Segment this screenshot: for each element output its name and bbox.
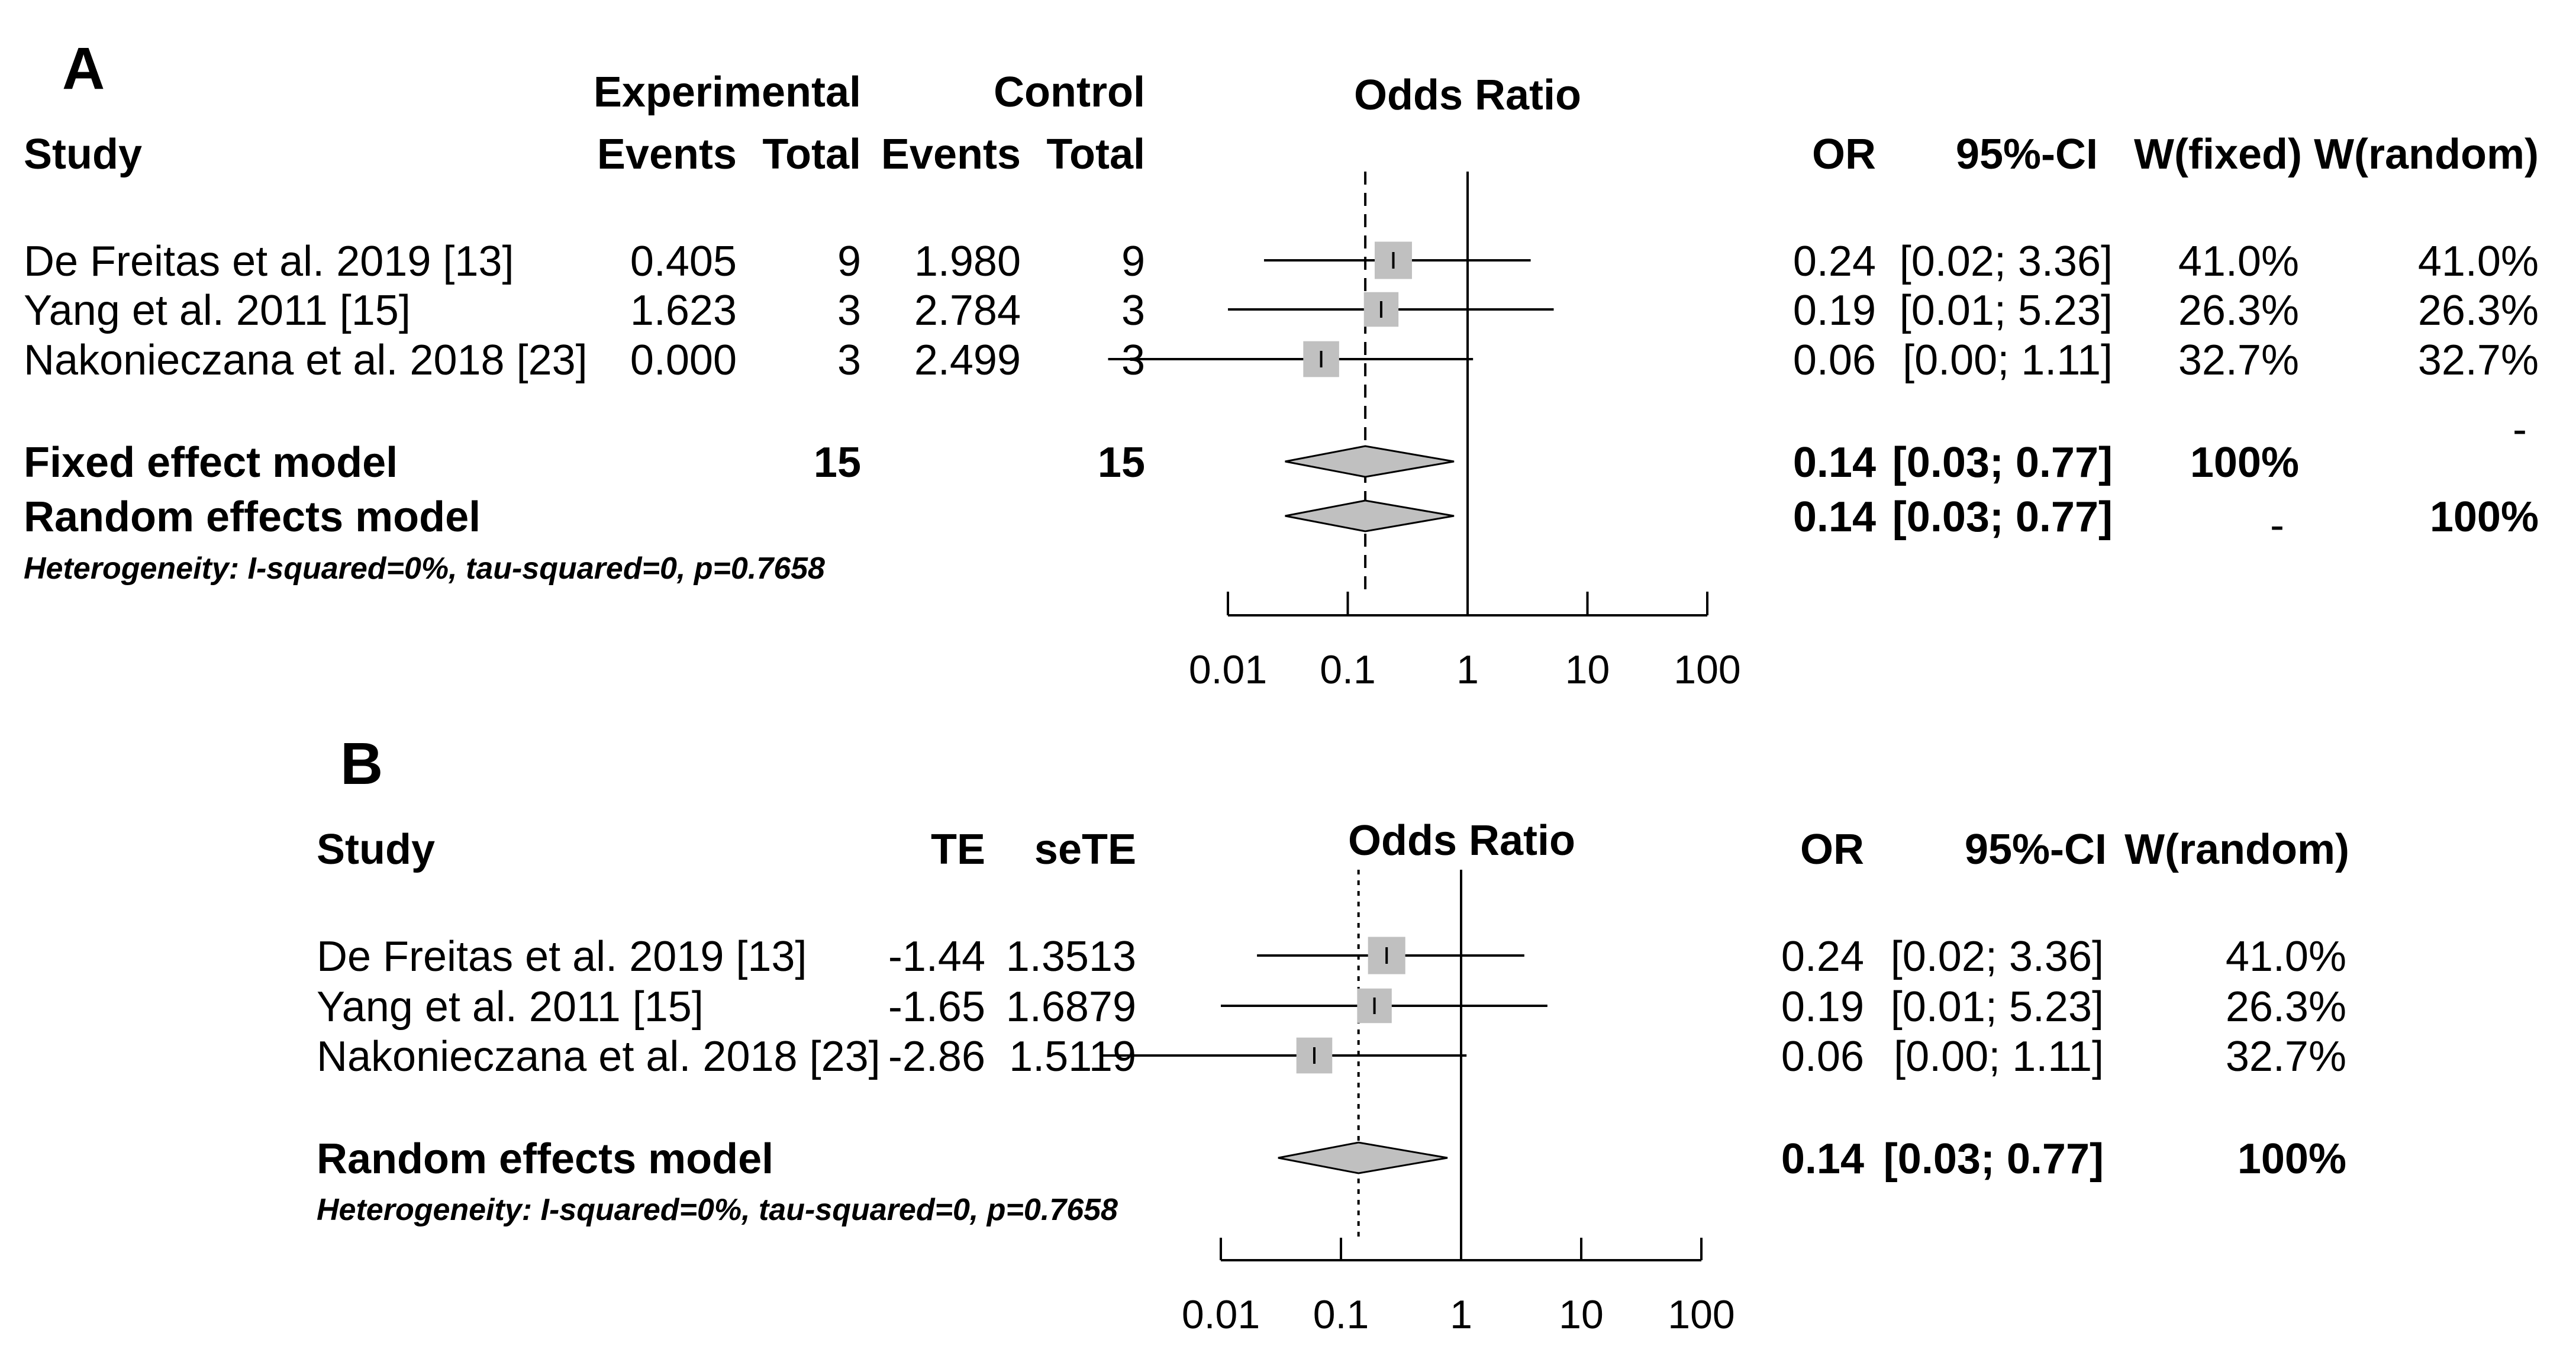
header-ci: 95%-CI [1956, 131, 2098, 178]
header-ctrl-events: Events [881, 131, 1021, 178]
ci-value: [0.01; 5.23] [1891, 983, 2104, 1031]
w-random-value: 32.7% [2418, 337, 2539, 384]
x-tick-label: 1 [1450, 1292, 1472, 1337]
heterogeneity-text: Heterogeneity: I-squared=0%, tau-squared… [317, 1193, 1118, 1227]
model-w-fixed-value: 100% [2190, 439, 2299, 486]
header-ctrl-total: Total [1046, 131, 1145, 178]
x-tick-label: 0.1 [1320, 647, 1376, 692]
ci-value: [0.01; 5.23] [1900, 287, 2113, 334]
x-tick-label: 10 [1559, 1292, 1604, 1337]
header-experimental: Experimental [594, 69, 861, 116]
w-random-value: 32.7% [2226, 1033, 2346, 1080]
x-tick-label: 0.1 [1313, 1292, 1369, 1337]
te-value: -2.86 [888, 1033, 985, 1080]
study-label: Yang et al. 2011 [15] [24, 287, 411, 334]
w-fixed-value: 41.0% [2178, 238, 2299, 285]
header-w-fixed: W(fixed) [2134, 131, 2302, 178]
model-or-value: 0.14 [1781, 1135, 1864, 1183]
te-value: -1.65 [888, 983, 985, 1031]
w-random-value: 41.0% [2226, 933, 2346, 980]
ctrl-events-value: 1.980 [914, 238, 1021, 285]
w-fixed-value: 26.3% [2178, 287, 2299, 334]
model-or-value: 0.14 [1793, 439, 1876, 486]
study-label: Nakonieczana et al. 2018 [23] [24, 337, 588, 384]
x-tick-label: 0.01 [1182, 1292, 1260, 1337]
model-w-random-value: 100% [2238, 1135, 2346, 1183]
model-ci-value: [0.03; 0.77] [1892, 493, 2113, 541]
model-w-random-value: 100% [2430, 493, 2539, 541]
header-or: OR [1800, 826, 1864, 873]
header-control: Control [994, 69, 1145, 116]
header-odds-ratio: Odds Ratio [1354, 72, 1581, 119]
study-label: De Freitas et al. 2019 [13] [317, 933, 807, 980]
header-ci: 95%-CI [1965, 826, 2107, 873]
model-diamond [1285, 499, 1455, 532]
ctrl-total-value: 9 [1121, 238, 1145, 285]
sete-value: 1.6879 [1006, 983, 1136, 1031]
x-tick-label: 0.01 [1189, 647, 1267, 692]
or-value: 0.19 [1793, 287, 1876, 334]
panel-a: A Experimental Control Odds Ratio Study Event… [24, 35, 2539, 692]
model-label: Random effects model [24, 493, 481, 541]
model-or-value: 0.14 [1793, 493, 1876, 541]
study-label: Yang et al. 2011 [15] [317, 983, 704, 1031]
header-w-random: W(random) [2314, 131, 2539, 178]
x-tick-label: 1 [1456, 647, 1479, 692]
or-value: 0.06 [1793, 337, 1876, 384]
ci-value: [0.00; 1.11] [1894, 1033, 2104, 1080]
ci-value: [0.02; 3.36] [1900, 238, 2113, 285]
x-tick-label: 10 [1565, 647, 1610, 692]
header-study: Study [24, 131, 142, 178]
header-w-random: W(random) [2124, 826, 2349, 873]
exp-total-value: 3 [837, 287, 861, 334]
panel-b: B Odds Ratio Study TE seTE OR 95%-CI W(random) D… [317, 731, 2349, 1337]
heterogeneity-text: Heterogeneity: I-squared=0%, tau-squared… [24, 551, 825, 586]
ctrl-total-value: 3 [1121, 287, 1145, 334]
ctrl-events-value: 2.784 [914, 287, 1021, 334]
exp-total-value: 9 [837, 238, 861, 285]
exp-events-value: 1.623 [630, 287, 737, 334]
w-random-value: 41.0% [2418, 238, 2539, 285]
model-label: Fixed effect model [24, 439, 398, 486]
or-value: 0.06 [1781, 1033, 1864, 1080]
x-tick-label: 100 [1668, 1292, 1734, 1337]
model-w-random-value: - [2513, 406, 2527, 453]
header-sete: seTE [1034, 826, 1136, 873]
ctrl-events-value: 2.499 [914, 337, 1021, 384]
header-exp-events: Events [597, 131, 737, 178]
header-exp-total: Total [762, 131, 861, 178]
model-label: Random effects model [317, 1135, 773, 1183]
w-random-value: 26.3% [2418, 287, 2539, 334]
sete-value: 1.3513 [1006, 933, 1136, 980]
model-ctrl-total: 15 [1098, 439, 1145, 486]
or-value: 0.24 [1781, 933, 1864, 980]
exp-total-value: 3 [837, 337, 861, 384]
header-odds-ratio: Odds Ratio [1348, 817, 1575, 864]
study-label: Nakonieczana et al. 2018 [23] [317, 1033, 881, 1080]
ci-value: [0.00; 1.11] [1903, 337, 2113, 384]
exp-events-value: 0.405 [630, 238, 737, 285]
model-exp-total: 15 [814, 439, 861, 486]
model-diamond [1285, 445, 1455, 478]
model-ci-value: [0.03; 0.77] [1892, 439, 2113, 486]
model-diamond [1278, 1141, 1448, 1174]
exp-events-value: 0.000 [630, 337, 737, 384]
or-value: 0.24 [1793, 238, 1876, 285]
model-ci-value: [0.03; 0.77] [1884, 1135, 2104, 1183]
w-fixed-value: 32.7% [2178, 337, 2299, 384]
header-study: Study [317, 826, 435, 873]
ci-value: [0.02; 3.36] [1891, 933, 2104, 980]
header-te: TE [931, 826, 985, 873]
panel-a-label: A [62, 35, 105, 102]
study-label: De Freitas et al. 2019 [13] [24, 238, 514, 285]
panel-b-label: B [340, 731, 383, 797]
w-random-value: 26.3% [2226, 983, 2346, 1031]
te-value: -1.44 [888, 933, 985, 980]
or-value: 0.19 [1781, 983, 1864, 1031]
header-or: OR [1812, 131, 1876, 178]
model-w-fixed-value: - [2270, 502, 2284, 549]
x-tick-label: 100 [1674, 647, 1740, 692]
